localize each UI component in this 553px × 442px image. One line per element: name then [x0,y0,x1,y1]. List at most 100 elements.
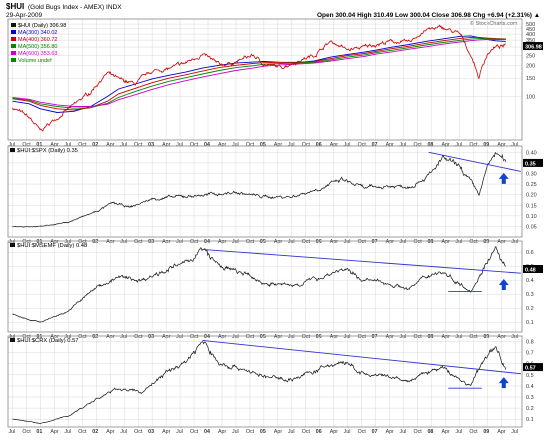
x-tick-label: 05 [260,334,266,340]
x-tick-label: Oct [469,239,478,245]
chart-date: 29-Apr-2009 [6,12,43,19]
x-tick-label: 09 [483,239,489,245]
x-tick-label: Jul [400,239,407,245]
x-tick-label: 07 [372,334,378,340]
x-tick-labels: Jul Oct 01 Apr Jul Oct 02 Apr Jul Oct 03 Apr Jul Oct 0… [8,142,518,148]
y-tick-label: 0.1 [526,417,534,423]
y-tick-labels: 100150200250300350400450500 [526,22,535,100]
x-tick-label: Jul [232,142,239,148]
x-tick-label: Oct [134,239,143,245]
x-tick-label: Jul [400,429,407,435]
x-tick-label: 03 [148,429,154,435]
blue-arrow-icon [498,172,509,184]
blue-arrow-icon [498,377,509,389]
x-tick-label: Apr [497,429,505,435]
x-tick-label: Oct [78,334,87,340]
panel-frame [7,335,523,428]
x-tick-label: 08 [427,239,433,245]
legend-swatch [10,243,15,247]
x-tick-label: Apr [274,429,282,435]
x-tick-label: 02 [92,239,98,245]
x-tick-label: Apr [274,142,282,148]
x-tick-label: Jul [64,239,71,245]
chart-panel-2: 0.050.100.150.200.250.300.350.400.35$HUI… [7,145,543,245]
x-tick-label: 03 [148,239,154,245]
x-tick-label: Jul [64,429,71,435]
x-tick-label: Jul [8,334,15,340]
x-tick-label: Oct [302,142,311,148]
panel-grid [8,336,522,427]
x-tick-label: 01 [36,334,42,340]
panel-title: $HUI:$CRX (Daily) 0.57 [17,338,79,344]
last-value-badge [523,363,543,372]
legend-entry: MA(300) 340.02 [18,30,57,36]
x-tick-label: Oct [134,429,143,435]
x-tick-label: Oct [22,334,31,340]
x-tick-label: 09 [483,142,489,148]
x-tick-label: Oct [414,334,423,340]
panel-title: $HUI:$SPX (Daily) 0.35 [17,148,78,154]
ma-line-ma600 [12,39,506,107]
panel-grid [8,241,522,332]
trendline [202,248,521,274]
x-tick-label: Oct [469,429,478,435]
x-tick-label: 09 [483,334,489,340]
legend-swatch [10,338,15,342]
x-tick-label: Jul [232,334,239,340]
x-tick-label: Jul [400,142,407,148]
x-tick-labels: Jul Oct 01 Apr Jul Oct 02 Apr Jul Oct 03 Apr Jul Oct 0… [8,429,518,435]
panel-grid [8,146,522,237]
x-tick-label: Oct [190,239,199,245]
x-tick-label: Jul [344,334,351,340]
x-tick-label: 01 [36,429,42,435]
x-tick-label: 08 [427,334,433,340]
x-tick-label: Apr [441,142,449,148]
legend-swatch [10,148,15,152]
x-tick-label: Oct [134,334,143,340]
x-tick-label: Oct [78,239,87,245]
x-tick-label: Oct [22,142,31,148]
panel-frame [7,18,523,141]
x-tick-label: Oct [414,142,423,148]
x-tick-label: Oct [134,142,143,148]
y-tick-label: 200 [526,63,535,69]
x-tick-label: 07 [372,429,378,435]
y-tick-label: 350 [526,38,535,44]
y-tick-label: 0.2 [526,306,534,312]
y-tick-label: 0.6 [526,250,534,256]
x-tick-label: 05 [260,239,266,245]
x-tick-label: Apr [386,142,394,148]
x-tick-label: Apr [218,142,226,148]
x-tick-label: 07 [372,142,378,148]
legend-entry: Volume undef [18,58,52,64]
x-tick-label: Apr [50,142,58,148]
y-tick-label: 0.1 [526,320,534,326]
x-tick-label: Jul [120,334,127,340]
x-tick-label: Jul [176,334,183,340]
x-tick-label: Jul [288,334,295,340]
y-tick-label: 0.4 [526,278,534,284]
blue-arrow-icon [498,279,509,290]
x-tick-label: Oct [469,142,478,148]
trendline [202,339,521,375]
y-tick-label: 450 [526,27,535,33]
x-tick-label: Jul [120,142,127,148]
last-value-label: 0.48 [525,268,536,274]
legend-entry: MA(400) 360.72 [18,37,57,43]
x-tick-label: Oct [78,429,87,435]
x-tick-label: Oct [246,142,255,148]
x-tick-label: 02 [92,142,98,148]
y-tick-label: 0.2 [526,406,534,412]
legend-entry: MA(500) 356.80 [18,44,57,50]
x-tick-label: Oct [358,239,367,245]
ma-line-ma300 [12,35,506,113]
chart-credit: © StockCharts.com [470,20,518,27]
last-value-badge [523,42,543,51]
x-tick-label: 04 [204,334,210,340]
y-tick-label: 0.7 [526,351,534,357]
x-tick-label: 09 [483,429,489,435]
last-value-badge [523,158,543,167]
x-tick-label: Jul [8,142,15,148]
trendline [428,151,521,172]
